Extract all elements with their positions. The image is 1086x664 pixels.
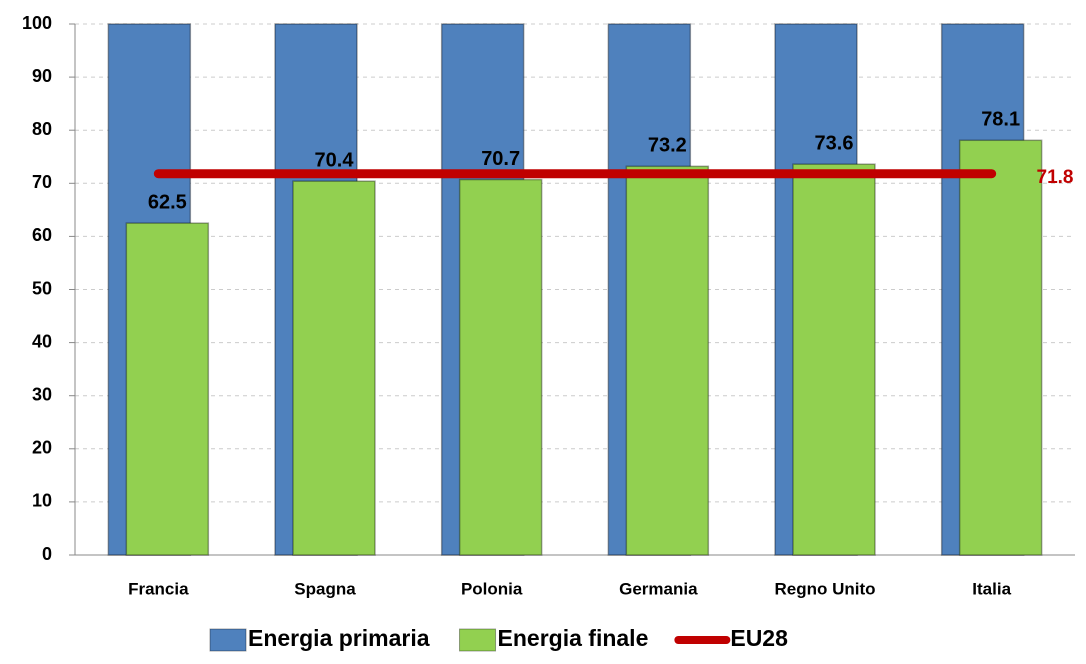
y-tick-label: 90 <box>32 66 52 86</box>
data-label: 73.6 <box>815 132 854 154</box>
legend-label: EU28 <box>730 625 788 651</box>
data-label: 70.4 <box>315 149 355 171</box>
bar <box>292 180 376 556</box>
x-tick-label: Polonia <box>461 579 523 598</box>
y-tick-label: 20 <box>32 438 52 458</box>
legend-swatch <box>459 628 497 652</box>
y-tick-label: 50 <box>32 278 52 298</box>
x-tick-label: Germania <box>619 579 698 598</box>
legend-label: Energia primaria <box>248 625 430 651</box>
y-tick-label: 80 <box>32 119 52 139</box>
data-label: 73.2 <box>648 135 687 157</box>
bar <box>458 178 543 556</box>
bar <box>625 165 710 556</box>
y-tick-label: 30 <box>32 384 52 404</box>
x-tick-label: Regno Unito <box>774 579 875 598</box>
x-tick-label: Spagna <box>294 579 356 598</box>
y-tick-label: 60 <box>32 225 52 245</box>
line-label: 71.8 <box>1037 167 1074 188</box>
legend-label: Energia finale <box>498 625 649 651</box>
y-tick-label: 70 <box>32 172 52 192</box>
legend-swatch <box>209 628 247 652</box>
data-label: 62.5 <box>148 191 187 213</box>
data-label: 78.1 <box>981 109 1020 131</box>
y-tick-label: 100 <box>22 13 52 33</box>
y-tick-label: 40 <box>32 331 52 351</box>
bar <box>125 222 210 556</box>
x-tick-label: Francia <box>128 579 189 598</box>
data-label: 70.7 <box>481 148 520 170</box>
y-tick-label: 0 <box>42 544 52 564</box>
bar <box>792 163 876 556</box>
x-tick-label: Italia <box>972 579 1011 598</box>
bar <box>958 139 1043 556</box>
y-tick-label: 10 <box>32 491 52 511</box>
